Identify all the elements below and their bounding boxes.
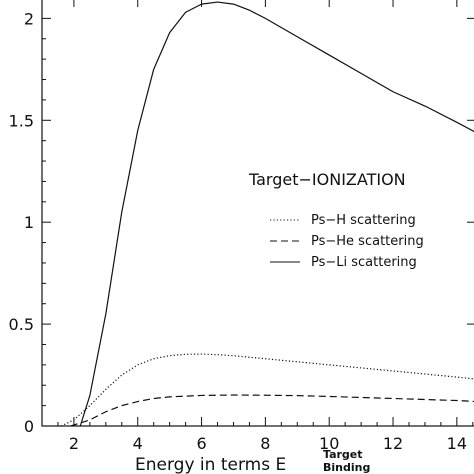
legend: Ps−H scattering Ps−He scattering Ps−Li s…	[270, 213, 424, 270]
y-tick-label-0.5: 0.5	[9, 315, 34, 334]
series-line-ps-he-scattering	[70, 394, 474, 427]
y-tick-label-0: 0	[24, 417, 34, 436]
x-tick-label-2: 2	[69, 434, 79, 453]
y-tick-label-1: 1	[24, 213, 34, 232]
series-line-ps-li-scattering	[79, 1, 474, 427]
legend-label-ps-h: Ps−H scattering	[311, 213, 416, 228]
x-tick-label-6: 6	[196, 434, 206, 453]
x-tick-label-12: 12	[383, 434, 403, 453]
y-tick-label-1.5: 1.5	[9, 111, 34, 130]
series-line-ps-h-scattering	[60, 353, 474, 427]
legend-label-ps-li: Ps−Li scattering	[311, 255, 417, 270]
chart-annotation: Target−IONIZATION	[248, 170, 406, 189]
y-tick-label-2: 2	[24, 9, 34, 28]
x-tick-label-8: 8	[260, 434, 270, 453]
plot-frame	[41, 0, 474, 427]
x-axis-title-subscript: Binding	[323, 461, 370, 474]
x-tick-label-10: 10	[319, 434, 339, 453]
x-axis-title-superscript: Target	[323, 448, 363, 461]
x-tick-label-14: 14	[447, 434, 467, 453]
x-axis-title-main: Energy in terms E	[135, 455, 286, 474]
x-tick-label-4: 4	[133, 434, 143, 453]
legend-label-ps-he: Ps−He scattering	[311, 234, 424, 249]
axis-ticks: 2 4 6 8 10 12 14 0 0.5 1 1.5 2	[9, 0, 474, 453]
series-layer	[60, 1, 474, 427]
x-axis-title: Energy in terms E	[135, 455, 286, 474]
